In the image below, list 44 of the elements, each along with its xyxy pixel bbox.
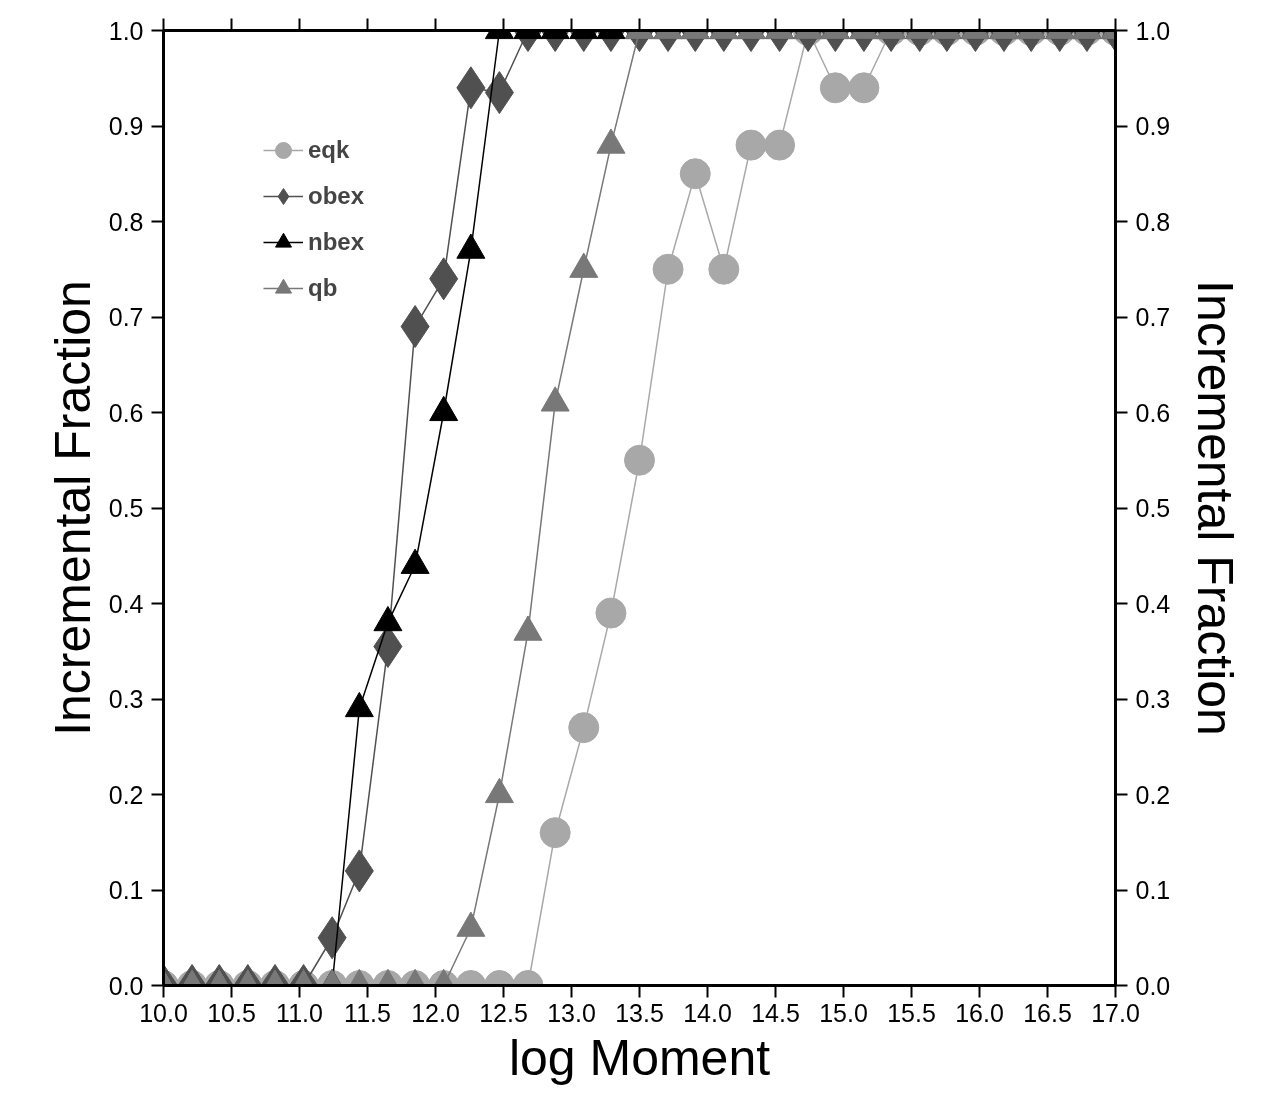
x-tick-label: 14.0 bbox=[683, 998, 732, 1027]
x-tick-label: 16.5 bbox=[1023, 998, 1072, 1027]
y-tick-label: 0.8 bbox=[108, 207, 144, 236]
y-tick-label: 0.3 bbox=[108, 685, 144, 713]
x-tick-label: 15.0 bbox=[819, 998, 868, 1027]
x-tick-label: 11.5 bbox=[344, 998, 391, 1027]
x-tick-label: 13.5 bbox=[615, 998, 664, 1027]
y-tick-label: 0.7 bbox=[108, 303, 144, 331]
y2-tick-label: 0.6 bbox=[1135, 398, 1171, 427]
x-tick-label: 12.0 bbox=[411, 998, 460, 1027]
x-tick-label: 10.0 bbox=[139, 998, 188, 1027]
legend-label: qb bbox=[308, 274, 338, 302]
y-tick-label: 0.9 bbox=[108, 112, 144, 140]
x-axis-title: log Moment bbox=[508, 1029, 771, 1086]
y2-tick-label: 0.4 bbox=[1135, 589, 1171, 618]
y2-tick-label: 0.9 bbox=[1135, 112, 1171, 140]
y2-tick-label: 0.1 bbox=[1135, 876, 1171, 904]
y-tick-label: 0.6 bbox=[108, 398, 144, 427]
y-axis-title: Incremental Fraction bbox=[44, 280, 101, 736]
legend-label: nbex bbox=[308, 228, 365, 256]
y2-tick-label: 0.0 bbox=[1135, 971, 1171, 1000]
x-tick-label: 17.0 bbox=[1091, 998, 1140, 1027]
x-tick-label: 15.5 bbox=[887, 998, 936, 1027]
x-tick-label: 13.0 bbox=[547, 998, 596, 1027]
y-tick-label: 0.2 bbox=[108, 780, 144, 809]
y2-tick-label: 0.5 bbox=[1135, 494, 1171, 522]
y-tick-label: 0.0 bbox=[108, 971, 144, 1000]
x-tick-label: 10.5 bbox=[207, 998, 256, 1027]
legend-label: eqk bbox=[308, 136, 350, 164]
y-tick-label: 0.1 bbox=[108, 876, 144, 904]
y-tick-label: 0.4 bbox=[108, 589, 144, 618]
x-tick-label: 16.0 bbox=[955, 998, 1004, 1027]
x-tick-label: 14.5 bbox=[751, 998, 800, 1027]
y2-tick-label: 0.2 bbox=[1135, 780, 1171, 809]
y2-tick-label: 0.8 bbox=[1135, 207, 1171, 236]
y2-axis-title: Incremental Fraction bbox=[1187, 280, 1244, 736]
y2-tick-label: 0.7 bbox=[1135, 303, 1171, 331]
legend-label: obex bbox=[308, 182, 365, 210]
x-tick-label: 12.5 bbox=[479, 998, 528, 1027]
y2-tick-label: 0.3 bbox=[1135, 685, 1171, 713]
x-tick-label: 11.0 bbox=[276, 998, 323, 1027]
y-tick-label: 0.5 bbox=[108, 494, 144, 522]
y2-tick-label: 1.0 bbox=[1135, 16, 1171, 45]
y-tick-label: 1.0 bbox=[108, 16, 144, 45]
